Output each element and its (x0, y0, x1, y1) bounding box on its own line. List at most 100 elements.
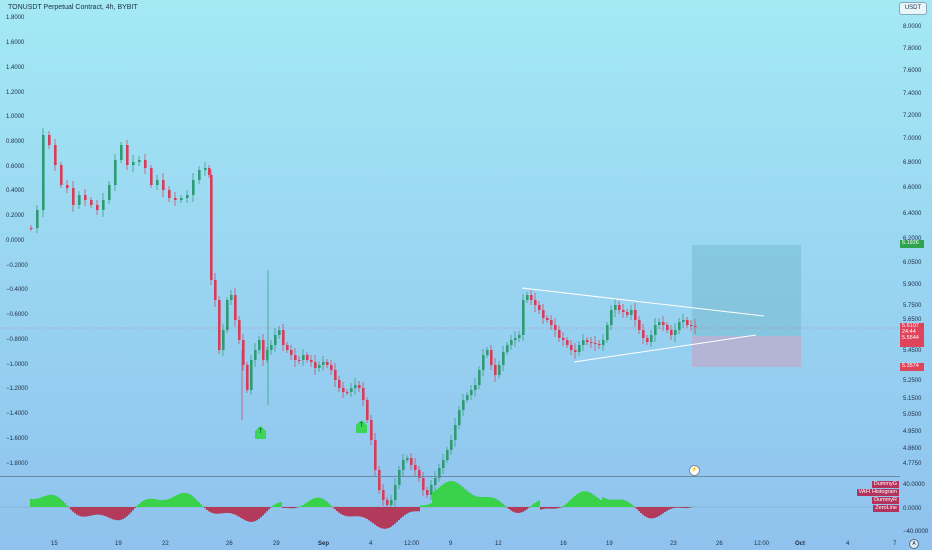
histogram-bar (544, 507, 546, 509)
histogram-bar (172, 497, 174, 507)
time-axis-label: 16 (560, 541, 567, 547)
time-axis-label: 12 (495, 541, 502, 547)
histogram-bar (542, 507, 544, 510)
candle-body (374, 440, 377, 470)
candle-body (258, 340, 261, 350)
histogram-bar (34, 498, 36, 507)
candle-body (506, 345, 509, 352)
candle-body (458, 410, 461, 425)
candle-body (322, 362, 325, 365)
price-scale-label: 6.4000 (903, 211, 922, 217)
candle-body (462, 400, 465, 410)
histogram-bar (224, 507, 226, 514)
histogram-bar (628, 502, 630, 507)
candle-body (90, 200, 93, 205)
time-axis-label: 23 (670, 541, 677, 547)
histogram-bar (36, 498, 38, 507)
histogram-bar (552, 507, 554, 509)
bolt-icon[interactable]: ⚡ (689, 465, 700, 476)
histogram-bar (46, 495, 48, 507)
candle-body (554, 325, 557, 330)
histogram-bar (564, 504, 566, 507)
time-axis-label: Sep (318, 541, 330, 547)
histogram-bar (494, 498, 496, 507)
price-scale-label: 5.6500 (903, 317, 922, 323)
histogram-bar (214, 507, 216, 514)
left-scale-label: −0.8000 (6, 337, 28, 343)
candle-body (394, 485, 397, 500)
histogram-bar (592, 494, 594, 507)
histogram-bar (656, 507, 658, 518)
symbol-title[interactable]: TONUSDT Perpetual Contract, 4h, BYBIT (8, 4, 138, 11)
legend-dummyg: DummyG (871, 481, 899, 488)
histogram-bar (366, 507, 368, 520)
time-axis-label: 26 (716, 541, 723, 547)
histogram-bar (674, 507, 676, 508)
histogram-bar (190, 494, 192, 507)
candle-body (78, 195, 81, 205)
histogram-bar (608, 499, 610, 507)
signal-marker[interactable]: T (356, 420, 367, 433)
bar-countdown: 24:44 (902, 329, 916, 335)
currency-button[interactable]: USDT (899, 2, 927, 15)
candle-body (30, 228, 33, 229)
histogram-bar (556, 507, 558, 509)
histogram-bar (680, 507, 682, 508)
histogram-bar (514, 507, 516, 513)
histogram-bar (324, 500, 326, 507)
histogram-bar (516, 507, 518, 513)
histogram-bar (82, 507, 84, 517)
histogram-bar (228, 507, 230, 514)
price-scale-label: 6.8000 (903, 160, 922, 166)
candle-body (586, 340, 589, 342)
price-scale-label: 5.4500 (903, 348, 922, 354)
time-axis-label: 22 (162, 541, 169, 547)
candle-body (410, 458, 413, 465)
candle-body (262, 340, 265, 360)
histogram-bar (246, 507, 248, 522)
histogram-bar (484, 496, 486, 507)
candle-body (622, 310, 625, 312)
histogram-bar (140, 502, 142, 507)
histogram-bar (126, 507, 128, 517)
histogram-bar (554, 507, 556, 509)
candle-body (54, 145, 57, 165)
left-scale-label: −0.6000 (6, 312, 28, 318)
left-scale-label: 1.2000 (6, 90, 25, 96)
left-scale-label: −1.8000 (6, 461, 28, 467)
histogram-bar (48, 494, 50, 507)
histogram-bar (254, 507, 256, 522)
histogram-bar (402, 507, 404, 517)
histogram-bar (200, 504, 202, 507)
gear-icon[interactable]: A (909, 539, 919, 549)
histogram-bar (300, 506, 302, 507)
histogram-bar (522, 507, 524, 512)
candle-body (314, 362, 317, 368)
candle-body (370, 420, 373, 440)
signal-marker[interactable]: T (255, 426, 266, 439)
candle-body (250, 360, 253, 390)
histogram-bar (304, 503, 306, 507)
histogram-bar (654, 507, 656, 518)
histogram-bar (56, 496, 58, 507)
candle-body (582, 340, 585, 345)
candle-body (518, 335, 521, 338)
candle-body (486, 350, 489, 355)
histogram-bar (392, 507, 394, 526)
histogram-bar (682, 507, 684, 509)
time-axis-label: 4 (846, 541, 850, 547)
pane-divider[interactable] (0, 476, 900, 477)
histogram-bar (348, 507, 350, 517)
candle-body (214, 280, 217, 300)
histogram-bar (236, 507, 238, 516)
histogram-bar (144, 499, 146, 507)
histogram-bar (442, 484, 444, 507)
price-scale-label: 7.4000 (903, 91, 922, 97)
histogram-bar (602, 497, 604, 507)
histogram-bar (336, 507, 338, 512)
candle-body (192, 180, 195, 195)
histogram-bar (132, 507, 134, 511)
candle-body (574, 350, 577, 352)
histogram-bar (194, 498, 196, 507)
